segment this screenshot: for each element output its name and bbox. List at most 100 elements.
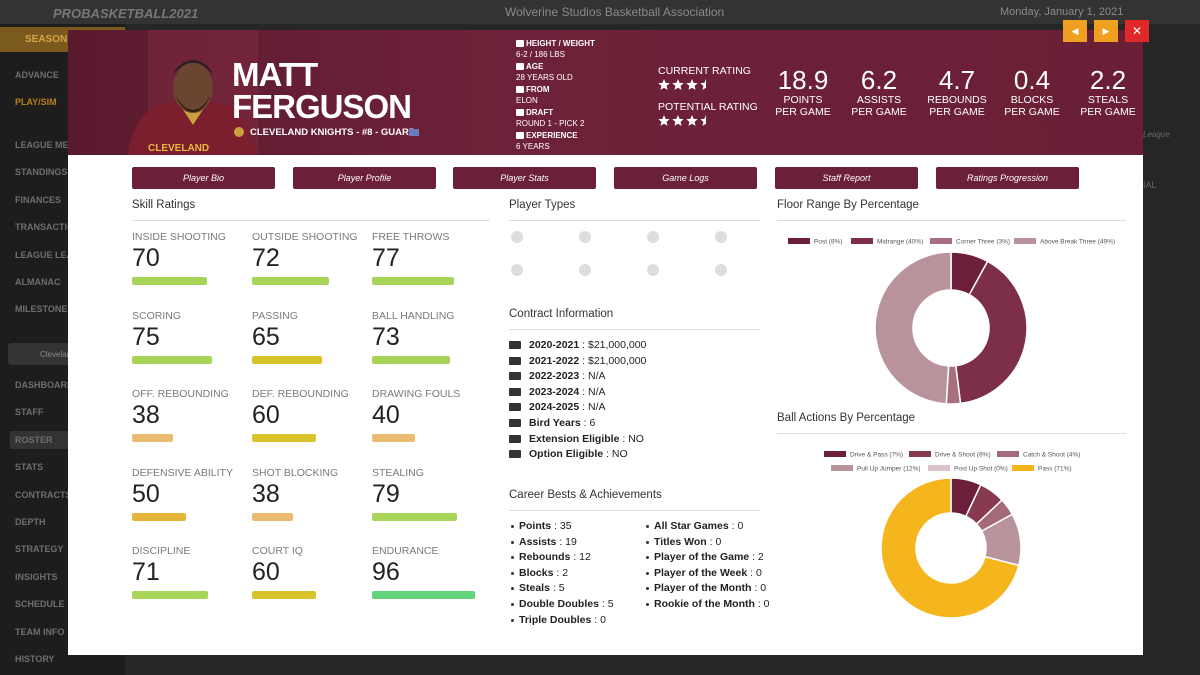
- stat-sub: PER GAME: [775, 106, 831, 118]
- career-label: Player of the Game: [654, 551, 758, 563]
- info-label: DRAFT: [526, 108, 554, 117]
- skill-value: 79: [372, 479, 400, 508]
- career-label: Points: [519, 520, 560, 532]
- career-value: 19: [565, 535, 577, 548]
- skill-bar: [132, 277, 207, 285]
- legend-label: Post (8%): [814, 239, 843, 246]
- tab-button[interactable]: Player Bio: [132, 167, 275, 189]
- skill-bar: [372, 434, 415, 442]
- skill-bar: [252, 355, 322, 364]
- skill-bar: [132, 434, 173, 442]
- nav-item[interactable]: INSIGHTS: [15, 571, 58, 582]
- info-label: FROM: [526, 85, 550, 94]
- stat-label: POINTS: [783, 94, 823, 106]
- nav-item[interactable]: STATS: [15, 462, 44, 473]
- career-row: Rebounds12: [519, 551, 591, 563]
- info-value: 6 YEARS: [516, 142, 550, 151]
- season[interactable]: SEASON: [25, 34, 68, 45]
- rule: [509, 220, 760, 221]
- nav-item[interactable]: DASHBOARD: [15, 380, 74, 390]
- skill-name: SHOT BLOCKING: [252, 466, 339, 479]
- nav-item[interactable]: TEAM INFO: [15, 626, 65, 637]
- skill-name: PASSING: [252, 309, 298, 322]
- tab-button[interactable]: Staff Report: [775, 167, 918, 189]
- skill-name: STEALING: [372, 466, 424, 479]
- legend-swatch: [1014, 238, 1036, 244]
- info-label: HEIGHT / WEIGHT: [526, 39, 595, 48]
- star: [686, 79, 698, 90]
- nav-item[interactable]: STRATEGY: [15, 544, 64, 555]
- legend-swatch: [824, 451, 846, 457]
- contract-label: Extension Eligible: [529, 433, 628, 445]
- skill-value: 60: [252, 401, 280, 429]
- stat-sub: PER GAME: [929, 106, 985, 118]
- legend-label: Catch & Shoot (4%): [1023, 452, 1080, 459]
- skill-name: ENDURANCE: [372, 545, 439, 557]
- info-value: 28 YEARS OLD: [516, 73, 573, 82]
- info-label: AGE: [526, 62, 544, 71]
- career-row: Titles Won0: [654, 536, 721, 548]
- types-title: Player Types: [509, 199, 576, 211]
- rule: [509, 510, 760, 511]
- stat-value: 0.4: [1013, 65, 1051, 95]
- legend-swatch: [1012, 465, 1034, 471]
- career-row: Points35: [519, 520, 572, 532]
- rule: [509, 329, 760, 330]
- nav-item[interactable]: ALMANAC: [15, 277, 61, 287]
- league-name: Wolverine Studios Basketball Association: [505, 5, 725, 19]
- nav-item[interactable]: DEPTH: [15, 517, 46, 527]
- tab-button[interactable]: Player Profile: [293, 167, 436, 189]
- career-label: All Star Games: [654, 520, 737, 532]
- skill-value: 65: [252, 322, 280, 351]
- nav-item[interactable]: HISTORY: [15, 654, 55, 664]
- contract-title: Contract Information: [509, 308, 614, 320]
- nav-item[interactable]: LEAGUE MEDI: [15, 140, 78, 150]
- skill-bar: [132, 355, 213, 364]
- career-label: Titles Won: [654, 536, 715, 548]
- nav-item[interactable]: MILESTONES: [15, 304, 74, 314]
- career-value: 5: [558, 582, 565, 595]
- career-value: 0: [760, 582, 767, 595]
- career-value: 12: [579, 551, 591, 564]
- skill-bar: [252, 512, 293, 521]
- nav-item[interactable]: LEAGUE LEAD: [15, 250, 80, 260]
- close-button[interactable]: ✕: [1125, 20, 1149, 42]
- nav-item[interactable]: FINANCES: [15, 195, 62, 205]
- star: [658, 79, 670, 90]
- nav-item[interactable]: TRANSACTIO: [15, 222, 74, 232]
- prev-button[interactable]: ◀: [1063, 20, 1087, 42]
- career-label: Player of the Month: [654, 582, 760, 594]
- stat-sub: PER GAME: [1004, 106, 1060, 118]
- player-photo: CLEVELAND: [128, 30, 258, 155]
- backdrop-col: IAL: [1143, 180, 1157, 190]
- type-icon: [647, 264, 659, 276]
- career-row: Rookie of the Month0: [654, 598, 770, 610]
- nav-item[interactable]: CONTRACTS: [15, 489, 72, 500]
- next-button[interactable]: ▶: [1094, 20, 1118, 42]
- nav-item[interactable]: PLAY/SIM: [15, 97, 57, 107]
- tab-button[interactable]: Game Logs: [614, 167, 757, 189]
- tab-button[interactable]: Player Stats: [453, 167, 596, 189]
- tab-button[interactable]: Ratings Progression: [936, 167, 1079, 189]
- contract-icon: [509, 356, 521, 365]
- career-row: Triple Doubles0: [519, 614, 606, 626]
- nav-item[interactable]: ADVANCE: [15, 70, 59, 80]
- info-icon: [516, 132, 524, 139]
- nav-item[interactable]: SCHEDULE: [15, 599, 65, 610]
- nav-item[interactable]: STAFF: [15, 407, 44, 418]
- contract-value: N/A: [587, 370, 606, 383]
- legend-label: Drive & Pass (7%): [850, 452, 903, 459]
- career-label: Assists: [519, 536, 565, 548]
- skill-bar: [372, 512, 457, 521]
- team[interactable]: Clevelar: [40, 350, 70, 359]
- stat-label: REBOUNDS: [927, 94, 987, 106]
- skill-value: 60: [252, 558, 280, 586]
- contract-value: 6: [589, 417, 596, 429]
- career-label: Steals: [519, 582, 559, 594]
- legend-label: Drive & Shoot (6%): [935, 452, 991, 459]
- stat-value: 2.2: [1089, 65, 1127, 95]
- nav-item[interactable]: STANDINGS: [15, 167, 68, 177]
- legend-label: Corner Three (3%): [956, 239, 1010, 246]
- bullet: [646, 571, 649, 575]
- career-row: Player of the Month0: [654, 582, 766, 594]
